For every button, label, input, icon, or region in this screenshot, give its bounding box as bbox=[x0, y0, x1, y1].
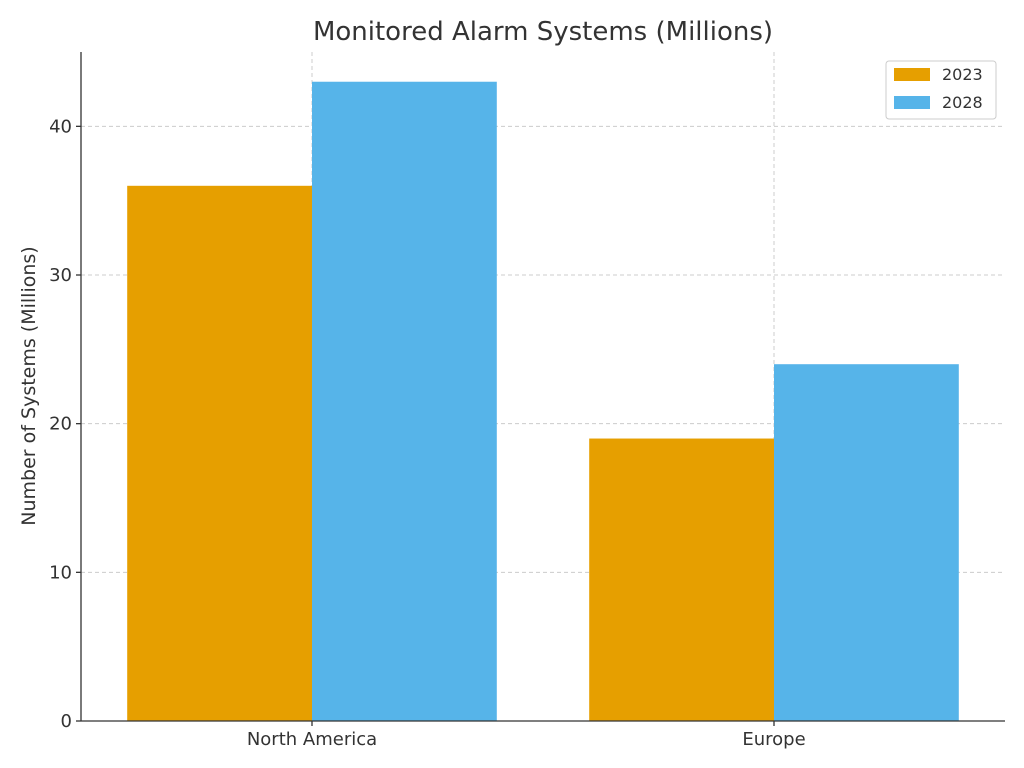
y-tick-label: 20 bbox=[49, 414, 72, 435]
bar-2023-europe bbox=[589, 438, 774, 721]
y-tick-label: 10 bbox=[49, 562, 72, 583]
legend-label-2023: 2023 bbox=[942, 65, 983, 84]
legend-swatch-2028 bbox=[894, 96, 930, 109]
chart-title: Monitored Alarm Systems (Millions) bbox=[313, 17, 773, 47]
y-tick-label: 40 bbox=[49, 116, 72, 137]
bar-2028-north-america bbox=[312, 81, 497, 721]
legend-swatch-2023 bbox=[894, 68, 930, 81]
legend-label-2028: 2028 bbox=[942, 93, 983, 112]
bars bbox=[127, 81, 959, 722]
legend: 2023 2028 bbox=[885, 60, 997, 120]
x-tick-label: Europe bbox=[742, 729, 805, 750]
bar-2028-europe bbox=[774, 364, 959, 721]
y-tick-label: 30 bbox=[49, 265, 72, 286]
y-tick-label: 0 bbox=[61, 711, 72, 732]
axes: 0 10 20 30 40 North America Europe bbox=[49, 52, 1005, 750]
y-axis-label: Number of Systems (Millions) bbox=[18, 246, 40, 525]
bar-2023-north-america bbox=[127, 185, 312, 722]
x-tick-label: North America bbox=[247, 729, 377, 750]
